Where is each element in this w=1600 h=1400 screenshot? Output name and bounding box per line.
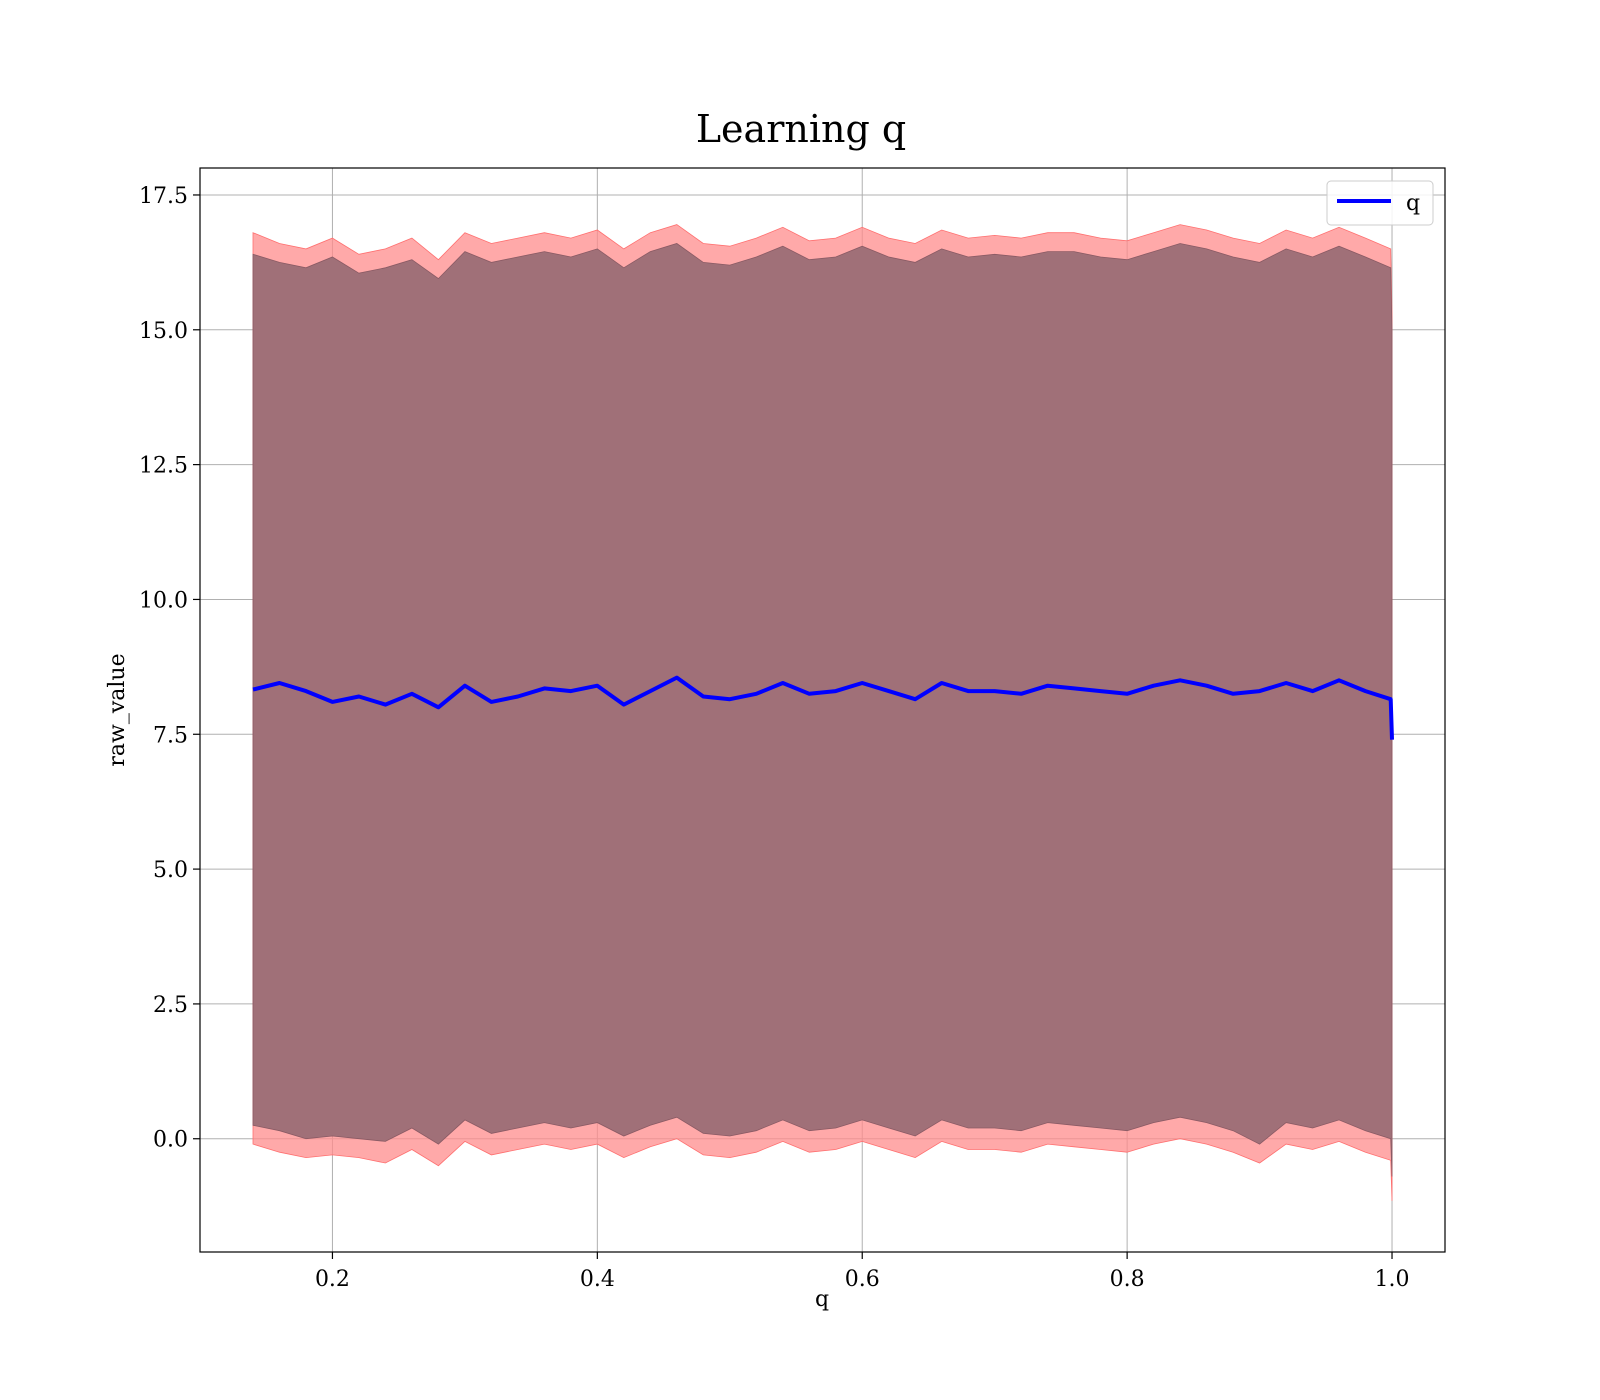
y-axis-label: raw_value (105, 653, 130, 766)
y-tick-label: 12.5 (139, 454, 188, 479)
legend-entry-q: q (1406, 191, 1420, 216)
y-tick-label: 7.5 (153, 723, 188, 748)
y-tick-label: 5.0 (153, 858, 188, 883)
x-tick-label: 0.2 (315, 1267, 350, 1292)
y-tick-label: 2.5 (153, 993, 188, 1018)
y-tick-label: 0.0 (153, 1128, 188, 1153)
x-tick-label: 1.0 (1375, 1267, 1410, 1292)
x-tick-label: 0.8 (1110, 1267, 1145, 1292)
confidence-bands (252, 224, 1393, 1201)
x-tick-label: 0.6 (845, 1267, 880, 1292)
x-axis-label: q (815, 1287, 829, 1312)
plot-frame (199, 167, 1446, 1253)
y-tick-label: 15.0 (139, 319, 188, 344)
inner-confidence-band (252, 243, 1393, 1177)
series-layer (252, 675, 1394, 740)
y-tick-label: 10.0 (139, 588, 188, 613)
x-tick-label: 0.4 (580, 1267, 615, 1292)
legend: q (1326, 180, 1434, 226)
chart-title: Learning q (696, 107, 906, 151)
tick-layer: 0.2 0.4 0.6 0.8 1.0 0.0 2.5 5.0 7.5 10.0 12.5 15.0 1… (139, 184, 1410, 1292)
series-line-q (252, 675, 1394, 740)
y-tick-label: 17.5 (139, 184, 188, 209)
